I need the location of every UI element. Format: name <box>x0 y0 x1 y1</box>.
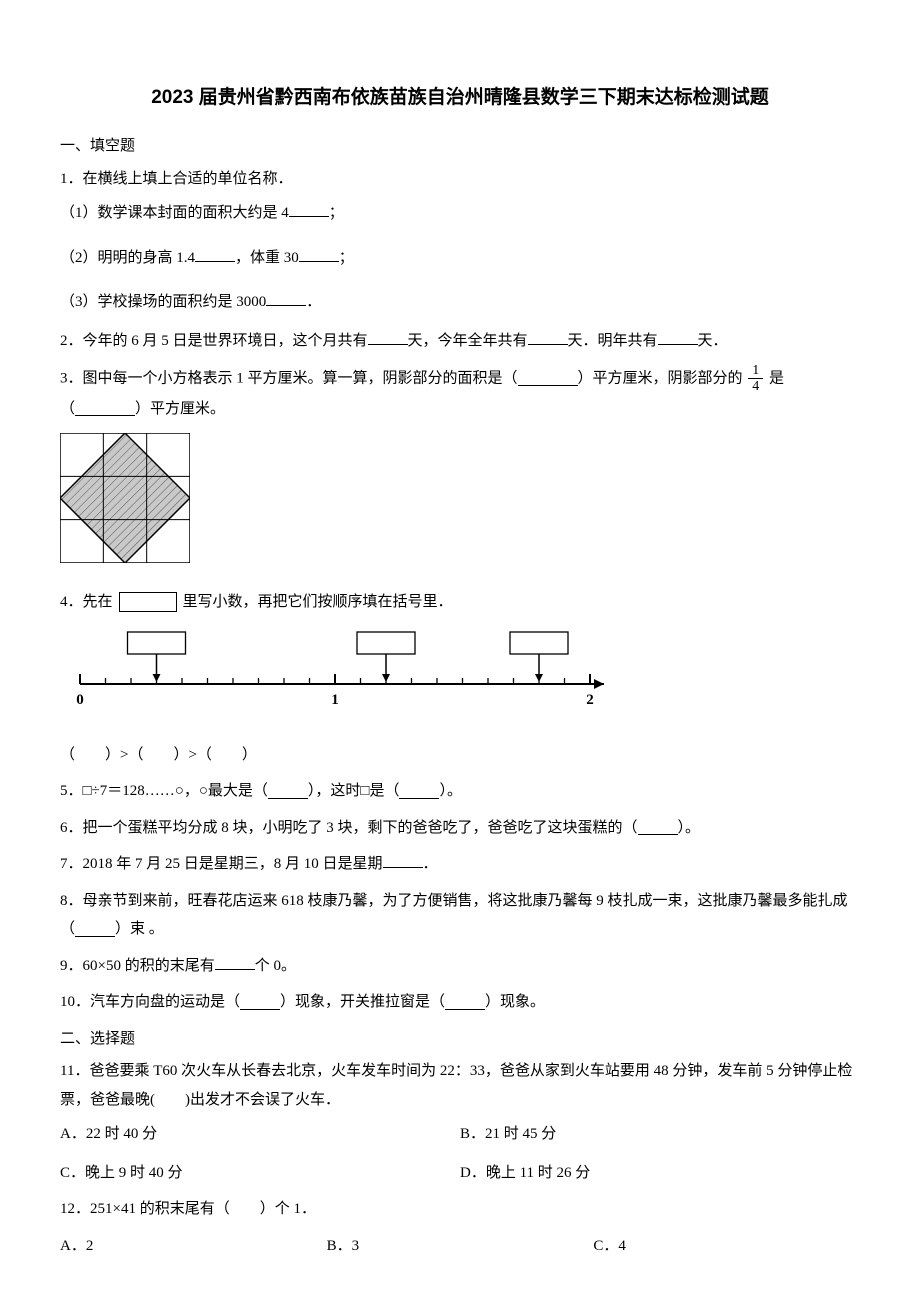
q3-b: ）平方厘米，阴影部分的 <box>578 370 743 386</box>
question-11: 11．爸爸要乘 T60 次火车从长春去北京，火车发车时间为 22：33，爸爸从家… <box>60 1057 860 1187</box>
q1-sub3: （3）学校操场的面积约是 3000 ． <box>60 282 860 317</box>
q5-b: ），这时□是（ <box>308 783 400 799</box>
page-title: 2023 届贵州省黔西南布依族苗族自治州晴隆县数学三下期末达标检测试题 <box>60 80 860 116</box>
blank[interactable] <box>215 954 255 970</box>
q1-p1-a: （1）数学课本封面的面积大约是 4 <box>60 205 289 221</box>
q1-p1-b: ； <box>329 205 344 221</box>
blank[interactable] <box>289 201 329 217</box>
q1-p2-a: （2）明明的身高 1.4 <box>60 250 195 266</box>
question-12: 12．251×41 的积末尾有（ ）个 1． A．2 B．3 C．4 <box>60 1195 860 1260</box>
question-6: 6．把一个蛋糕平均分成 8 块，小明吃了 3 块，剩下的爸爸吃了，爸爸吃了这块蛋… <box>60 814 860 843</box>
q1-sub1: （1）数学课本封面的面积大约是 4 ； <box>60 193 860 228</box>
blank[interactable] <box>266 290 306 306</box>
grid-diamond-figure <box>60 433 860 574</box>
blank[interactable] <box>383 852 423 868</box>
q6-b: ）。 <box>678 820 701 836</box>
blank[interactable] <box>445 996 485 1010</box>
q3-e: ）平方厘米。 <box>135 401 225 417</box>
blank[interactable] <box>518 372 578 386</box>
q1-p2-c: ； <box>339 250 354 266</box>
blank[interactable] <box>399 785 439 799</box>
blank[interactable] <box>75 402 135 416</box>
fraction-numerator: 1 <box>748 363 763 379</box>
question-1: 1．在横线上填上合适的单位名称． （1）数学课本封面的面积大约是 4 ； （2）明… <box>60 165 860 317</box>
question-3: 3．图中每一个小方格表示 1 平方厘米。算一算，阴影部分的面积是（ ）平方厘米，阴… <box>60 363 860 574</box>
blank[interactable] <box>658 329 698 345</box>
q1-stem: 1．在横线上填上合适的单位名称． <box>60 165 860 194</box>
option-d[interactable]: D．晚上 11 时 26 分 <box>460 1159 860 1188</box>
q5-a: 5．□÷7＝128……○，○最大是（ <box>60 783 268 799</box>
q9-b: 个 0。 <box>255 958 296 974</box>
number-line-svg: 0 1 2 <box>60 626 620 716</box>
grid-diamond-svg <box>60 433 190 563</box>
input-box[interactable] <box>119 592 177 612</box>
q3-a: 3．图中每一个小方格表示 1 平方厘米。算一算，阴影部分的面积是（ <box>60 370 518 386</box>
q1-sub2: （2）明明的身高 1.4 ，体重 30 ； <box>60 238 860 273</box>
q10-b: ）现象，开关推拉窗是（ <box>280 994 445 1010</box>
question-8: 8．母亲节到来前，旺春花店运来 618 枝康乃馨，为了方便销售，将这批康乃馨每 … <box>60 887 860 944</box>
blank[interactable] <box>368 329 408 345</box>
question-5: 5．□÷7＝128……○，○最大是（ ），这时□是（ ）。 <box>60 777 860 806</box>
option-a[interactable]: A．22 时 40 分 <box>60 1120 460 1149</box>
q1-p3-a: （3）学校操场的面积约是 3000 <box>60 294 266 310</box>
question-2: 2．今年的 6 月 5 日是世界环境日，这个月共有 天，今年全年共有 天．明年共有 天… <box>60 327 860 356</box>
q11-options: A．22 时 40 分 B．21 时 45 分 C．晚上 9 时 40 分 D．… <box>60 1120 860 1187</box>
option-b[interactable]: B．21 时 45 分 <box>460 1120 860 1149</box>
blank[interactable] <box>528 329 568 345</box>
blank[interactable] <box>638 821 678 835</box>
q3-d: （ <box>60 401 75 417</box>
q6-a: 6．把一个蛋糕平均分成 8 块，小明吃了 3 块，剩下的爸爸吃了，爸爸吃了这块蛋… <box>60 820 638 836</box>
q3-c: 是 <box>769 370 784 386</box>
question-4: 4．先在 里写小数，再把它们按顺序填在括号里． 0 1 2 （ ）>（ ）>（ ） <box>60 588 860 770</box>
question-10: 10．汽车方向盘的运动是（ ）现象，开关推拉窗是（ ）现象。 <box>60 988 860 1017</box>
q2-c: 天．明年共有 <box>568 333 658 349</box>
blank[interactable] <box>75 923 115 937</box>
q9-a: 9．60×50 的积的末尾有 <box>60 958 215 974</box>
blank[interactable] <box>240 996 280 1010</box>
option-a[interactable]: A．2 <box>60 1232 327 1261</box>
svg-text:0: 0 <box>76 692 84 708</box>
question-9: 9．60×50 的积的末尾有 个 0。 <box>60 952 860 981</box>
blank[interactable] <box>195 246 235 262</box>
q2-b: 天，今年全年共有 <box>408 333 528 349</box>
q12-options: A．2 B．3 C．4 <box>60 1232 860 1261</box>
q7-b: ． <box>423 856 438 872</box>
q4-comparison: （ ）>（ ）>（ ） <box>60 741 860 770</box>
q10-a: 10．汽车方向盘的运动是（ <box>60 994 240 1010</box>
option-b[interactable]: B．3 <box>327 1232 594 1261</box>
q12-stem: 12．251×41 的积末尾有（ ）个 1． <box>60 1195 860 1224</box>
option-c[interactable]: C．4 <box>593 1232 860 1261</box>
blank[interactable] <box>268 785 308 799</box>
q7-a: 7．2018 年 7 月 25 日是星期三，8 月 10 日是星期 <box>60 856 383 872</box>
section-1-header: 一、填空题 <box>60 132 860 161</box>
q4-b: 里写小数，再把它们按顺序填在括号里． <box>183 594 453 610</box>
q8-a: 8．母亲节到来前，旺春花店运来 618 枝康乃馨，为了方便销售，将这批康乃馨每 … <box>60 893 848 938</box>
q1-p3-b: ． <box>306 294 321 310</box>
number-line-figure: 0 1 2 <box>60 626 860 727</box>
svg-text:1: 1 <box>331 692 339 708</box>
fraction-one-quarter: 1 4 <box>748 363 763 395</box>
section-2-header: 二、选择题 <box>60 1025 860 1054</box>
question-7: 7．2018 年 7 月 25 日是星期三，8 月 10 日是星期 ． <box>60 850 860 879</box>
q11-stem: 11．爸爸要乘 T60 次火车从长春去北京，火车发车时间为 22：33，爸爸从家… <box>60 1057 860 1114</box>
q5-c: ）。 <box>439 783 462 799</box>
svg-text:2: 2 <box>586 692 594 708</box>
q1-p2-b: ，体重 30 <box>235 250 299 266</box>
fraction-denominator: 4 <box>748 379 763 394</box>
blank[interactable] <box>299 246 339 262</box>
q4-a: 4．先在 <box>60 594 113 610</box>
option-c[interactable]: C．晚上 9 时 40 分 <box>60 1159 460 1188</box>
q10-c: ）现象。 <box>485 994 545 1010</box>
q2-a: 2．今年的 6 月 5 日是世界环境日，这个月共有 <box>60 333 368 349</box>
q8-b: ）束 。 <box>115 921 164 937</box>
q2-d: 天． <box>698 333 728 349</box>
